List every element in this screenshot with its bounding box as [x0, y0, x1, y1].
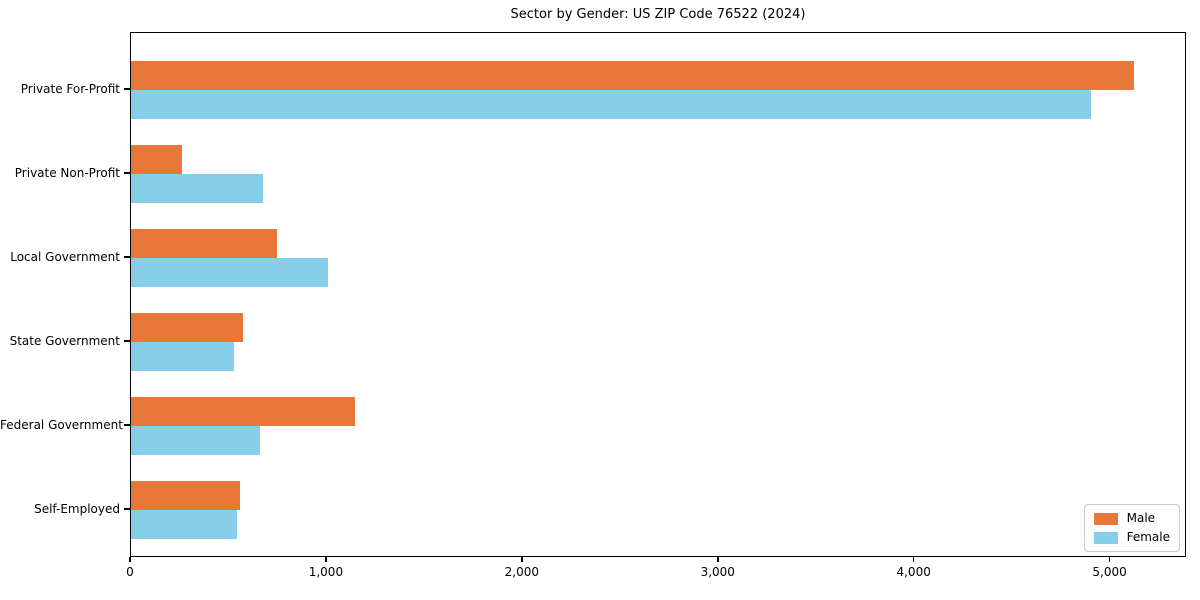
- legend-entry-male: Male: [1093, 511, 1170, 525]
- y-tick-mark-2: [124, 256, 130, 258]
- y-tick-mark-5: [124, 508, 130, 510]
- bar-male-0: [131, 61, 1135, 90]
- x-tick-mark-0: [129, 557, 131, 562]
- legend-label-male: Male: [1126, 511, 1156, 525]
- female-series-swatch: [1093, 531, 1118, 544]
- y-tick-label-5: Self-Employed: [34, 502, 120, 516]
- x-tick-label-3: 3,000: [700, 565, 735, 579]
- y-tick-label-4: Federal Government: [0, 418, 123, 432]
- bar-male-2: [131, 229, 277, 258]
- chart-title: Sector by Gender: US ZIP Code 76522 (202…: [510, 7, 806, 22]
- bar-female-3: [131, 342, 234, 371]
- y-tick-mark-3: [124, 340, 130, 342]
- bar-female-0: [131, 90, 1092, 119]
- bar-male-4: [131, 397, 355, 426]
- bar-female-5: [131, 510, 237, 539]
- male-series-swatch: [1093, 512, 1118, 525]
- bar-male-1: [131, 145, 182, 174]
- y-tick-label-0: Private For-Profit: [20, 82, 120, 96]
- bar-male-5: [131, 481, 240, 510]
- x-tick-mark-5: [1108, 557, 1111, 562]
- x-tick-mark-2: [521, 557, 523, 562]
- legend-entry-female: Female: [1093, 530, 1170, 544]
- x-tick-label-0: 0: [126, 565, 134, 579]
- bar-female-1: [131, 174, 263, 203]
- x-tick-mark-3: [717, 557, 719, 562]
- bar-male-3: [131, 313, 244, 342]
- plot-area: Male Female: [130, 32, 1186, 557]
- x-tick-label-2: 2,000: [504, 565, 539, 579]
- x-tick-mark-4: [912, 557, 915, 562]
- bar-female-2: [131, 258, 328, 287]
- legend-label-female: Female: [1126, 530, 1170, 544]
- y-tick-label-1: Private Non-Profit: [14, 166, 120, 180]
- y-tick-mark-4: [124, 424, 130, 426]
- x-tick-mark-1: [325, 557, 327, 562]
- x-tick-label-4: 4,000: [896, 565, 931, 579]
- x-tick-label-5: 5,000: [1092, 565, 1127, 579]
- x-tick-label-1: 1,000: [308, 565, 344, 579]
- y-tick-mark-1: [124, 172, 130, 174]
- y-tick-label-3: State Government: [9, 334, 120, 348]
- y-tick-label-2: Local Government: [10, 250, 120, 264]
- legend: Male Female: [1083, 504, 1180, 552]
- y-tick-mark-0: [124, 88, 130, 90]
- bar-female-4: [131, 426, 261, 455]
